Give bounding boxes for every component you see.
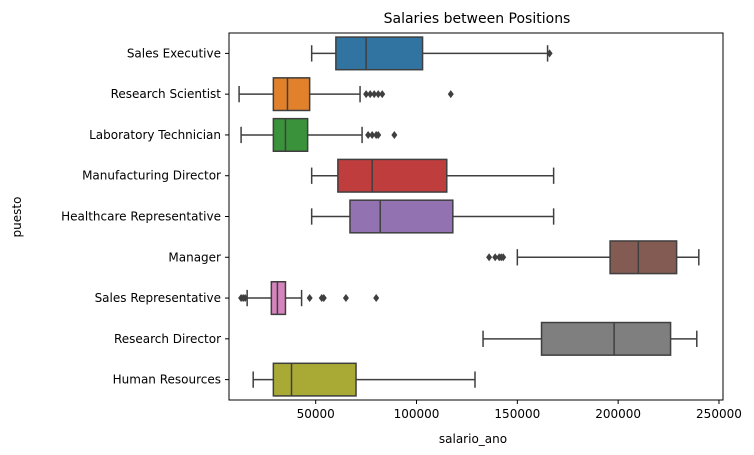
x-tick-label: 100000 bbox=[394, 407, 440, 421]
x-tick-label: 50000 bbox=[297, 407, 335, 421]
outlier-point bbox=[492, 253, 499, 262]
outlier-point bbox=[546, 49, 553, 58]
outlier-point bbox=[486, 253, 493, 262]
y-tick-label: Sales Representative bbox=[95, 291, 221, 305]
outlier-point bbox=[500, 253, 507, 262]
plot-area bbox=[238, 36, 700, 397]
box-iqr bbox=[609, 240, 678, 275]
y-tick-label: Research Director bbox=[114, 332, 221, 346]
outlier-point bbox=[379, 90, 386, 99]
box-iqr bbox=[349, 199, 454, 234]
y-tick-label: Human Resources bbox=[113, 373, 221, 387]
box-group bbox=[310, 36, 553, 71]
box-group bbox=[486, 240, 700, 275]
y-axis-label: puesto bbox=[10, 197, 24, 238]
outlier-point bbox=[391, 130, 398, 139]
outlier-point bbox=[373, 294, 380, 303]
outlier-point bbox=[242, 294, 249, 303]
chart-title: Salaries between Positions bbox=[384, 11, 571, 27]
x-tick-label: 250000 bbox=[696, 407, 742, 421]
box-iqr bbox=[540, 321, 672, 356]
box-group bbox=[238, 280, 380, 316]
box-group bbox=[240, 117, 398, 153]
outlier-point bbox=[306, 294, 313, 303]
box-group bbox=[252, 362, 476, 397]
outlier-point bbox=[375, 130, 382, 139]
y-axis: Sales Executive Research Scientist Laborat… bbox=[61, 46, 229, 387]
outlier-point bbox=[365, 130, 372, 139]
y-tick-label: Manager bbox=[168, 250, 221, 264]
outlier-point bbox=[369, 130, 376, 139]
y-tick-label: Manufacturing Director bbox=[82, 169, 221, 183]
x-tick-label: 200000 bbox=[595, 407, 641, 421]
outlier-point bbox=[367, 90, 374, 99]
box-group bbox=[482, 321, 698, 356]
box-group bbox=[238, 77, 454, 112]
box-group bbox=[310, 158, 555, 193]
x-tick-label: 150000 bbox=[494, 407, 540, 421]
outlier-point bbox=[371, 90, 378, 99]
box-iqr bbox=[272, 362, 357, 397]
y-tick-label: Research Scientist bbox=[111, 87, 222, 101]
box-iqr bbox=[272, 117, 309, 153]
outlier-point bbox=[375, 90, 382, 99]
outlier-point bbox=[447, 90, 454, 99]
y-tick-label: Sales Executive bbox=[127, 46, 221, 60]
y-tick-label: Laboratory Technician bbox=[89, 128, 221, 142]
y-tick-label: Healthcare Representative bbox=[61, 210, 221, 224]
box-iqr bbox=[335, 36, 424, 71]
box-iqr bbox=[272, 77, 311, 112]
box-iqr bbox=[270, 280, 287, 316]
outlier-point bbox=[363, 90, 370, 99]
x-axis: 50000 100000 150000 200000 250000 bbox=[297, 400, 742, 421]
box-group bbox=[310, 199, 555, 234]
box-iqr bbox=[337, 158, 448, 193]
outlier-point bbox=[320, 294, 327, 303]
outlier-point bbox=[342, 294, 349, 303]
x-axis-label: salario_ano bbox=[439, 432, 507, 446]
